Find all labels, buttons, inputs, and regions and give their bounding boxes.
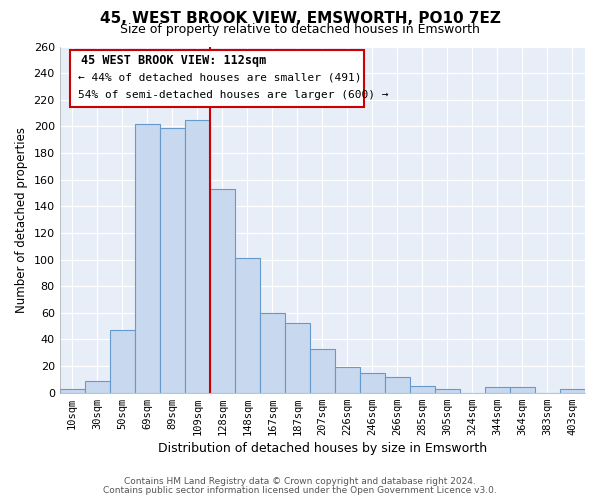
Bar [59,388,85,392]
Bar [360,372,385,392]
Bar [210,189,235,392]
Bar [335,368,360,392]
Text: 45, WEST BROOK VIEW, EMSWORTH, PO10 7EZ: 45, WEST BROOK VIEW, EMSWORTH, PO10 7EZ [100,11,500,26]
Y-axis label: Number of detached properties: Number of detached properties [15,126,28,312]
Text: 45 WEST BROOK VIEW: 112sqm: 45 WEST BROOK VIEW: 112sqm [80,54,266,67]
Bar [285,324,310,392]
Bar [135,124,160,392]
Bar [560,388,585,392]
Bar [260,313,285,392]
Text: Contains HM Land Registry data © Crown copyright and database right 2024.: Contains HM Land Registry data © Crown c… [124,477,476,486]
Bar [485,388,510,392]
Bar [385,376,410,392]
Bar [110,330,135,392]
Text: 54% of semi-detached houses are larger (600) →: 54% of semi-detached houses are larger (… [78,90,389,100]
Bar [185,120,210,392]
Text: Contains public sector information licensed under the Open Government Licence v3: Contains public sector information licen… [103,486,497,495]
Bar [160,128,185,392]
FancyBboxPatch shape [70,50,364,107]
Bar [235,258,260,392]
Bar [85,380,110,392]
Bar [510,388,535,392]
Text: ← 44% of detached houses are smaller (491): ← 44% of detached houses are smaller (49… [78,72,362,83]
Bar [435,388,460,392]
Bar [410,386,435,392]
X-axis label: Distribution of detached houses by size in Emsworth: Distribution of detached houses by size … [158,442,487,455]
Text: Size of property relative to detached houses in Emsworth: Size of property relative to detached ho… [120,22,480,36]
Bar [310,349,335,393]
